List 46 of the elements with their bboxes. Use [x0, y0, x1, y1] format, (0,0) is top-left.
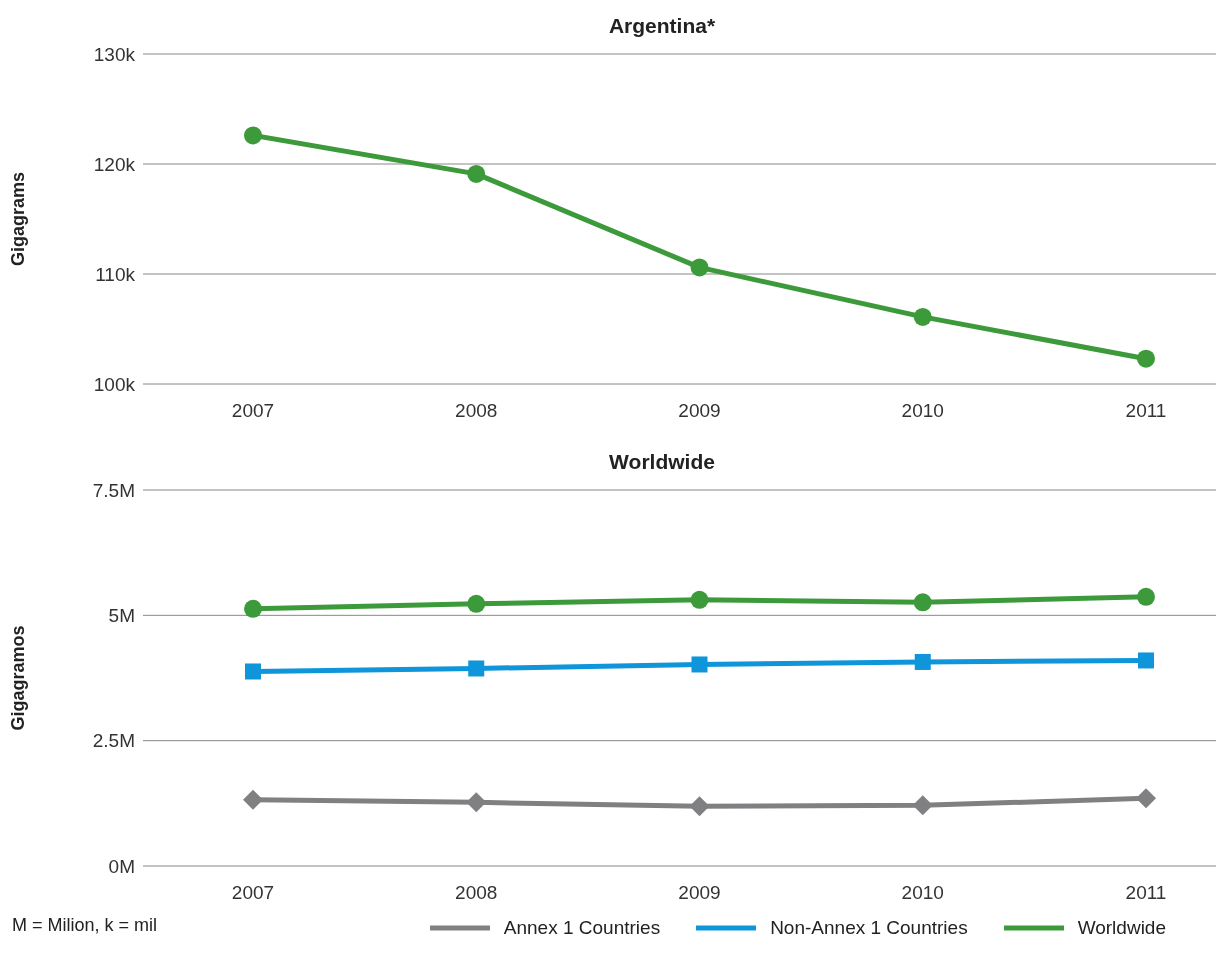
point [1136, 788, 1156, 809]
chart-title: Worldwide [608, 449, 716, 475]
point [243, 789, 263, 810]
point [466, 792, 487, 813]
y-axis-title: Gigagrams [8, 171, 29, 267]
y-tick-label: 130k [93, 43, 136, 65]
point [1138, 652, 1154, 669]
point [468, 660, 485, 677]
chart-title: Argentina* [607, 13, 717, 39]
point [690, 258, 709, 277]
y-tick-label: 110k [95, 263, 136, 285]
x-tick-label: 2007 [231, 400, 275, 422]
x-tick-label: 2010 [901, 882, 944, 904]
point [691, 656, 708, 673]
x-tick-label: 2008 [455, 400, 498, 422]
point [912, 795, 933, 816]
point [244, 599, 262, 618]
x-tick-label: 2009 [678, 400, 721, 422]
point [690, 590, 709, 609]
point [245, 663, 261, 680]
point [689, 796, 710, 817]
legend-label: Annex 1 Countries [503, 917, 661, 939]
x-tick-label: 2010 [901, 400, 944, 422]
y-axis-title: Gigagramos [8, 625, 29, 731]
x-tick-label: 2011 [1125, 882, 1167, 904]
text: M = Milion, k = mil [12, 915, 158, 936]
point [244, 126, 262, 145]
point [913, 307, 932, 326]
x-tick-label: 2009 [678, 882, 721, 904]
x-tick-label: 2008 [455, 882, 498, 904]
point [467, 594, 486, 613]
point [1137, 349, 1155, 368]
point [1137, 587, 1155, 606]
y-tick-label: 120k [93, 153, 136, 175]
x-tick-label: 2007 [231, 882, 275, 904]
y-tick-label: 2.5M [92, 730, 135, 752]
point [467, 164, 486, 183]
legend-label: Non-Annex 1 Countries [770, 917, 968, 939]
y-tick-label: 5M [108, 605, 135, 627]
x-tick-label: 2011 [1125, 400, 1167, 422]
y-tick-label: 0M [108, 855, 135, 877]
point [913, 593, 932, 612]
y-tick-label: 7.5M [92, 479, 135, 501]
legend-label: Worldwide [1077, 917, 1166, 939]
point [914, 653, 931, 670]
y-tick-label: 100k [93, 373, 136, 395]
